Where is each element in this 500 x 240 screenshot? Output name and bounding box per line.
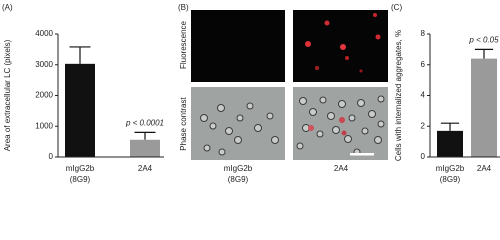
fluorescence-image	[293, 10, 388, 82]
annotation: p < 0.0001	[125, 119, 164, 128]
x-tick-label: (8G9)	[70, 175, 91, 184]
x-tick-label: 2A4	[138, 164, 153, 173]
y-axis-label: Area of extracellular LC (pixels)	[3, 39, 12, 151]
figure: (B) Fluorescence Phase contrast m	[2, 3, 500, 184]
x-tick-label: 2A4	[477, 164, 492, 173]
bar	[130, 139, 160, 157]
row-label: Phase contrast	[179, 97, 188, 151]
bar	[65, 63, 95, 157]
column-label: 2A4	[334, 164, 349, 173]
bar	[437, 130, 463, 157]
y-tick-label: 0	[49, 152, 54, 161]
y-tick-label: 2	[421, 121, 426, 130]
y-tick-label: 4000	[35, 29, 53, 38]
phase-contrast-image	[293, 87, 388, 160]
x-tick-label: (8G9)	[440, 175, 461, 184]
y-axis-label: Cells with internalized aggregates, %	[394, 30, 403, 161]
bar	[471, 58, 497, 157]
x-tick-label: mIgG2b	[66, 164, 95, 173]
fluorescence-image	[191, 10, 285, 82]
y-tick-label: 2000	[35, 91, 53, 100]
y-tick-label: 3000	[35, 60, 53, 69]
y-tick-label: 8	[421, 29, 426, 38]
y-tick-label: 0	[421, 152, 426, 161]
phase-contrast-image	[191, 87, 285, 160]
panel-label: (A)	[2, 3, 13, 12]
x-tick-label: mIgG2b	[436, 164, 465, 173]
y-tick-label: 1000	[35, 121, 53, 130]
column-label: mIgG2b	[224, 164, 253, 173]
row-label: Fluorescence	[179, 20, 188, 69]
panel-label: (B)	[178, 3, 189, 12]
annotation: p < 0.05	[468, 35, 499, 44]
panel-label: (C)	[391, 3, 402, 12]
column-label: (8G9)	[228, 175, 249, 184]
y-tick-label: 6	[421, 60, 426, 69]
y-tick-label: 4	[421, 91, 426, 100]
